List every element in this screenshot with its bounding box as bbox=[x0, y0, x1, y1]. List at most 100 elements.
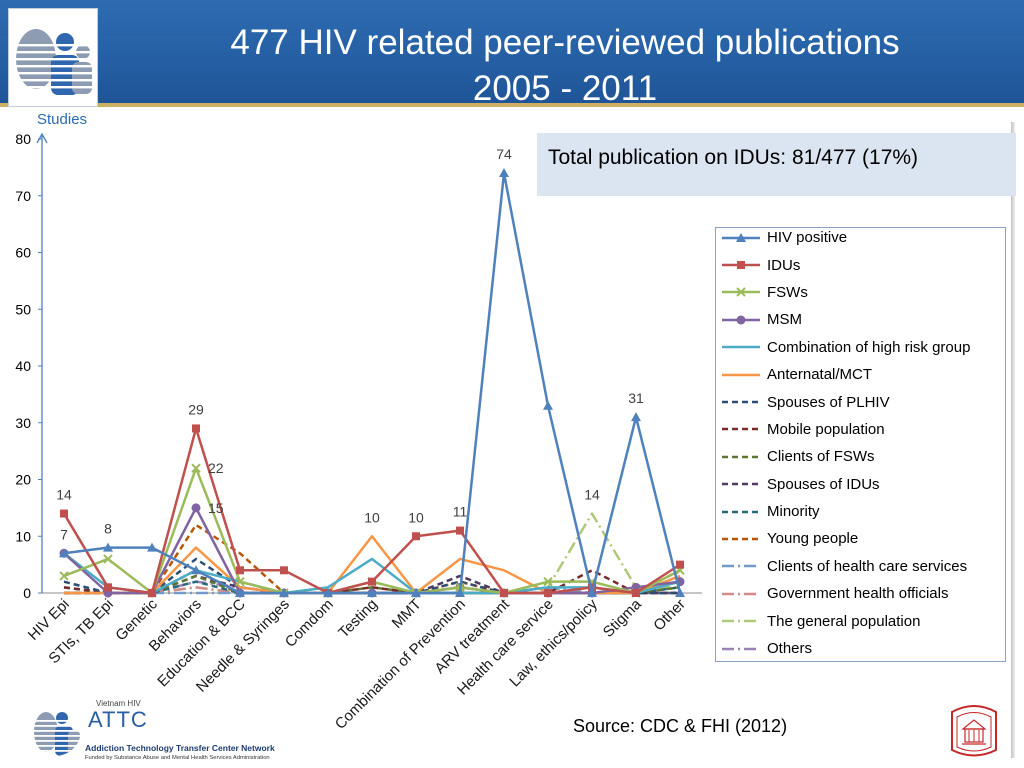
attc-figures-icon bbox=[29, 704, 81, 756]
hiv-positive-marker bbox=[631, 412, 641, 422]
legend-item-others: Others bbox=[721, 635, 1005, 662]
fsws-marker bbox=[543, 576, 553, 587]
y-tick-label: 80 bbox=[15, 131, 31, 147]
data-label: 10 bbox=[364, 509, 380, 525]
legend-item-spouses-of-plhiv: Spouses of PLHIV bbox=[721, 388, 1005, 415]
x-category-label: Other bbox=[650, 596, 689, 635]
chart-title: 477 HIV related peer-reviewed publicatio… bbox=[230, 23, 900, 62]
idus-marker bbox=[104, 583, 112, 592]
data-label: 8 bbox=[104, 521, 112, 537]
hiv-positive-marker bbox=[59, 548, 69, 558]
idus-marker bbox=[60, 509, 68, 518]
legend-label: The general population bbox=[767, 612, 921, 630]
y-axis-arrow-icon bbox=[36, 132, 48, 144]
hiv-positive-marker bbox=[103, 542, 113, 552]
x-category-label: Stigma bbox=[600, 595, 645, 640]
legend-item-minority: Minority bbox=[721, 498, 1005, 525]
x-category-label: MMT bbox=[389, 596, 425, 632]
title-banner bbox=[0, 0, 1024, 103]
hiv-positive-marker bbox=[367, 588, 377, 597]
legend-swatch bbox=[722, 537, 760, 541]
legend-item-anternatal-mct: Anternatal/MCT bbox=[721, 361, 1005, 388]
data-label: 29 bbox=[188, 401, 204, 417]
y-tick-label: 10 bbox=[15, 528, 31, 544]
combination-of-high-risk-group-line bbox=[63, 552, 681, 595]
legend-label: HIV positive bbox=[767, 229, 848, 247]
data-label: 14 bbox=[584, 487, 600, 503]
idus-marker bbox=[236, 566, 244, 575]
hiv-positive-marker bbox=[411, 588, 421, 597]
legend-swatch bbox=[722, 647, 760, 650]
chart-subtitle: 2005 - 2011 bbox=[472, 69, 658, 108]
legend-swatch bbox=[722, 261, 760, 270]
legend-label: Minority bbox=[767, 503, 820, 521]
legend-item-mobile-population: Mobile population bbox=[721, 416, 1005, 443]
idus-marker bbox=[544, 589, 552, 597]
fsws-marker bbox=[59, 571, 69, 581]
attc-funding: Funded by Substance Abuse and Mental Hea… bbox=[85, 755, 270, 761]
legend-item-spouses-of-idus: Spouses of IDUs bbox=[721, 471, 1005, 498]
attc-country: Vietnam HIV bbox=[96, 699, 141, 708]
y-tick-label: 20 bbox=[15, 472, 31, 488]
hiv-research-logo-icon bbox=[12, 29, 94, 95]
data-label: 74 bbox=[496, 146, 512, 162]
legend-label: Mobile population bbox=[767, 420, 885, 438]
fsws-marker bbox=[191, 463, 201, 473]
legend-label: Clients of FSWs bbox=[767, 448, 875, 466]
fsws-marker bbox=[235, 576, 245, 587]
hiv-positive-line bbox=[63, 171, 682, 595]
legend-label: IDUs bbox=[767, 256, 801, 274]
y-tick-label: 0 bbox=[23, 585, 31, 601]
legend-item-government-health-officials: Government health officials bbox=[721, 580, 1005, 607]
hiv-positive-marker bbox=[455, 588, 465, 597]
idus-marker bbox=[280, 566, 288, 575]
attc-logo: Vietnam HIV ATTC Addiction Technology Tr… bbox=[28, 698, 293, 764]
university-seal-icon bbox=[951, 705, 997, 757]
hiv-positive-marker bbox=[191, 565, 201, 575]
legend-swatch bbox=[722, 428, 760, 431]
data-label: 10 bbox=[408, 509, 424, 525]
legend-list: HIV positive IDUs FSWs MSM Combination of hi… bbox=[716, 224, 1005, 662]
legend-item-fsws: FSWs bbox=[721, 279, 1005, 306]
idus-marker bbox=[412, 532, 420, 541]
legend-swatch bbox=[722, 619, 760, 623]
legend-swatch bbox=[722, 373, 760, 376]
hiv-positive-marker bbox=[675, 588, 685, 597]
legend-label: Government health officials bbox=[767, 585, 949, 603]
y-tick-label: 70 bbox=[15, 188, 31, 204]
legend-label: Combination of high risk group bbox=[767, 338, 971, 356]
data-label: 15 bbox=[208, 500, 224, 516]
series-young-people bbox=[64, 523, 681, 595]
legend-swatch bbox=[722, 315, 760, 325]
legend-swatch bbox=[722, 287, 760, 298]
chart-legend: HIV positive IDUs FSWs MSM Combination of hi… bbox=[715, 227, 1006, 662]
legend-swatch bbox=[722, 455, 760, 459]
chart-area-edge bbox=[1011, 122, 1015, 758]
hiv-positive-marker bbox=[279, 588, 289, 597]
legend-swatch bbox=[722, 232, 760, 242]
idus-marker bbox=[588, 583, 596, 592]
idus-marker bbox=[456, 526, 464, 535]
data-label: 31 bbox=[628, 390, 644, 406]
hiv-positive-marker bbox=[235, 588, 245, 597]
legend-swatch-marker bbox=[736, 315, 746, 325]
idu-total-callout: Total publication on IDUs: 81/477 (17%) bbox=[537, 133, 1016, 196]
legend-item-clients-of-health-care-services: Clients of health care services bbox=[721, 553, 1005, 580]
legend-swatch-marker bbox=[736, 232, 746, 242]
series-fsws bbox=[59, 463, 685, 598]
attc-network: Addiction Technology Transfer Center Net… bbox=[85, 743, 275, 753]
legend-swatch bbox=[722, 510, 760, 513]
legend-item-the-general-population: The general population bbox=[721, 607, 1005, 634]
legend-label: Spouses of IDUs bbox=[767, 475, 880, 493]
idus-marker bbox=[500, 589, 508, 597]
legend-swatch bbox=[722, 482, 760, 486]
x-category-label: Testing bbox=[335, 596, 381, 642]
hiv-positive-marker bbox=[587, 588, 597, 597]
legend-item-clients-of-fsws: Clients of FSWs bbox=[721, 443, 1005, 470]
hiv-positive-marker bbox=[499, 168, 509, 178]
data-label: 7 bbox=[60, 526, 68, 542]
legend-swatch bbox=[722, 565, 760, 568]
legend-swatch-marker bbox=[736, 287, 746, 298]
data-label: 11 bbox=[453, 504, 468, 520]
